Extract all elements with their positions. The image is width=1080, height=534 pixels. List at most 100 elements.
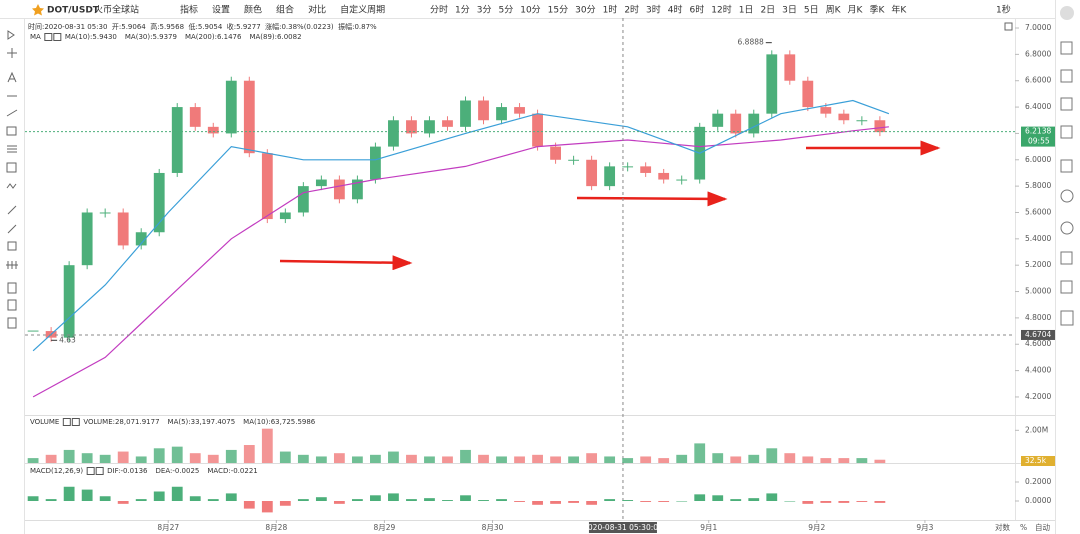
sidebar-icon[interactable]: [1060, 251, 1073, 265]
refresh[interactable]: 1秒: [996, 4, 1011, 16]
candle: [640, 166, 652, 173]
toolbar-item[interactable]: 指标: [180, 4, 198, 16]
candle: [460, 100, 471, 127]
y-tick-label: 4.8000: [1025, 313, 1051, 322]
period-button[interactable]: 年K: [891, 4, 907, 16]
period-button[interactable]: 1日: [739, 5, 754, 16]
macd-bar: [261, 501, 273, 513]
period-button[interactable]: 5日: [804, 5, 819, 16]
pen-tool[interactable]: [7, 224, 17, 234]
period-button[interactable]: 5分: [498, 5, 513, 16]
period-button[interactable]: 分时: [430, 4, 448, 16]
legend-button[interactable]: [86, 467, 95, 475]
candle: [63, 265, 75, 338]
legend-item: DIF:-0.0136: [107, 467, 148, 475]
legend-button[interactable]: [71, 418, 80, 426]
volume-bar: [478, 454, 489, 463]
sidebar-icon[interactable]: [1060, 125, 1073, 139]
period-button[interactable]: 6时: [690, 4, 705, 16]
toolbar-item[interactable]: 对比: [308, 4, 326, 16]
cursor-tool[interactable]: [7, 30, 15, 40]
volume-bar: [784, 453, 796, 463]
toolbar-item[interactable]: 颜色: [244, 4, 262, 16]
period-button[interactable]: 1分: [455, 5, 470, 16]
macd-bar: [766, 493, 778, 502]
last-price-box: [1021, 126, 1055, 147]
hide-tool[interactable]: [7, 299, 17, 311]
period-button[interactable]: 1时: [603, 4, 618, 16]
toolbar-item[interactable]: 自定义周期: [340, 4, 385, 16]
ma-line: [32, 99, 890, 352]
volume-bar: [189, 453, 201, 463]
legend-button[interactable]: [53, 33, 62, 41]
toolbar-item[interactable]: 设置: [212, 5, 230, 16]
y-tick-label: 5.0000: [1025, 287, 1051, 296]
sidebar-icon[interactable]: [1060, 41, 1073, 55]
volume-bar: [712, 453, 724, 463]
y-tick-label: 4.6000: [1025, 339, 1051, 348]
macd-bar: [838, 501, 850, 503]
fib-tool[interactable]: [7, 145, 17, 153]
period-button[interactable]: 3时: [646, 4, 661, 16]
candle: [243, 80, 255, 154]
period-button[interactable]: 15分: [548, 5, 568, 16]
lock-tool[interactable]: [7, 241, 17, 251]
period-button[interactable]: 月K: [848, 5, 864, 16]
legend-button[interactable]: [62, 418, 71, 426]
x-tick-label: 8月29: [374, 523, 396, 532]
y-tick-label: 0.0000: [1025, 496, 1051, 505]
period-button[interactable]: 3日: [782, 5, 797, 16]
legend-button[interactable]: [44, 33, 53, 41]
axis-option[interactable]: %: [1020, 523, 1027, 532]
candle: [658, 172, 670, 180]
rect-tool[interactable]: [6, 126, 17, 136]
avatar[interactable]: [1060, 6, 1074, 20]
legend-item: MA(10):63,725.5986: [243, 418, 316, 426]
period-button[interactable]: 10分: [520, 5, 540, 16]
period-button[interactable]: 30分: [575, 5, 595, 16]
favorite-icon[interactable]: [32, 4, 44, 16]
volume-bar: [874, 459, 886, 463]
fullscreen-icon[interactable]: [1004, 22, 1013, 31]
toolbar-item[interactable]: 组合: [276, 4, 294, 16]
volume-bar: [351, 456, 363, 463]
macd-bar: [135, 499, 147, 502]
axis-option[interactable]: 对数: [995, 522, 1010, 532]
sidebar-icon[interactable]: [1060, 221, 1074, 235]
candle: [568, 159, 580, 161]
period-button[interactable]: 4时: [668, 4, 683, 16]
grid-tool[interactable]: [6, 162, 17, 173]
macd-bar: [388, 493, 399, 502]
sidebar-icon[interactable]: [1060, 69, 1073, 83]
legend-button[interactable]: [95, 467, 104, 475]
text-tool[interactable]: [7, 71, 17, 83]
sidebar-icon[interactable]: [1060, 97, 1073, 111]
macd-bar: [406, 499, 417, 502]
volume-bar: [622, 458, 634, 463]
cross-tool[interactable]: [7, 48, 17, 58]
ray-tool[interactable]: [6, 109, 18, 117]
ruler-tool[interactable]: [7, 205, 17, 215]
period-button[interactable]: 周K: [826, 5, 842, 16]
period-button[interactable]: 季K: [869, 4, 885, 16]
sidebar-icon[interactable]: [1060, 159, 1073, 173]
wave-tool[interactable]: [6, 183, 17, 189]
period-button[interactable]: 2时: [624, 4, 639, 16]
period-button[interactable]: 3分: [477, 5, 492, 16]
layers-tool[interactable]: [7, 282, 17, 294]
period-button[interactable]: 2日: [760, 5, 775, 16]
sidebar-icon[interactable]: [1060, 280, 1073, 294]
macd-bar: [694, 494, 706, 502]
axis-option[interactable]: 自动: [1035, 522, 1051, 532]
sidebar-icon[interactable]: [1060, 310, 1074, 326]
x-tick-label: 9月1: [700, 523, 717, 532]
period-button[interactable]: 12时: [711, 4, 731, 16]
macd-bar: [81, 489, 93, 502]
delete-tool[interactable]: [7, 317, 17, 329]
sidebar-icon[interactable]: [1060, 189, 1074, 203]
y-tick-label: 7.0000: [1025, 23, 1051, 32]
annotations: [279, 140, 941, 271]
y-tick-label: 6.6000: [1025, 76, 1051, 85]
magnet-tool[interactable]: [6, 261, 18, 269]
